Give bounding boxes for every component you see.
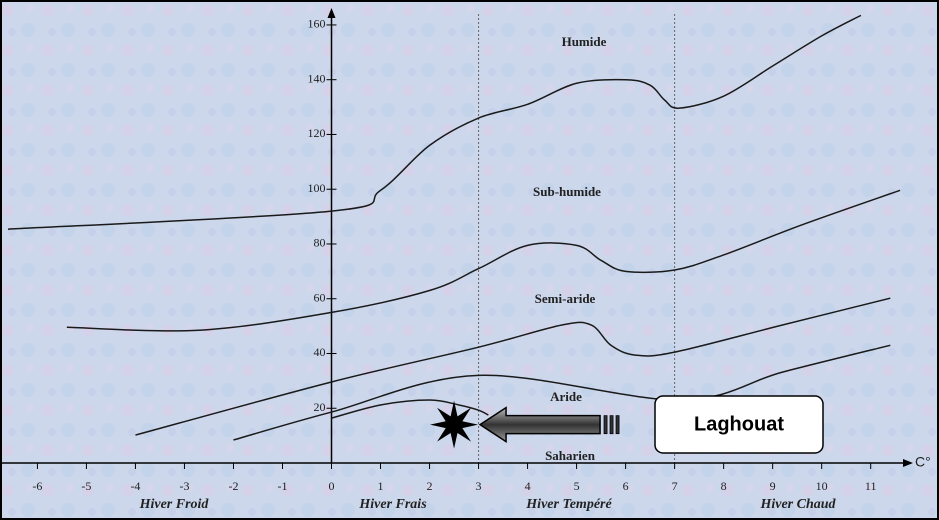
curves (7, 14, 901, 441)
y-tick-label: 60 (314, 290, 326, 304)
arrow-tail (615, 415, 620, 435)
x-tick-label: 0 (329, 479, 335, 493)
callout-label: Laghouat (694, 413, 784, 435)
x-tick-label: 5 (574, 479, 580, 493)
boundary-curve (135, 297, 891, 436)
y-tick-label: 140 (308, 71, 326, 85)
x-axis-arrow (903, 459, 913, 467)
x-unit: C° (915, 454, 931, 470)
x-tick-label: 4 (525, 479, 531, 493)
x-tick-label: -5 (81, 479, 91, 493)
y-tick-label: 160 (308, 17, 326, 31)
region-label: Aride (550, 389, 582, 404)
arrow-tail (603, 415, 608, 435)
arrow (478, 406, 601, 444)
y-axis-arrow (327, 8, 336, 18)
winter-label: Hiver Tempéré (525, 497, 612, 512)
region-label: Saharien (545, 448, 596, 463)
x-tick-label: -4 (130, 479, 140, 493)
x-tick-label: 6 (623, 479, 629, 493)
x-tick-label: -2 (228, 479, 238, 493)
boundary-curve (233, 344, 891, 441)
winter-label: Hiver Froid (139, 497, 210, 512)
x-tick-label: -1 (277, 479, 287, 493)
x-tick-label: 9 (770, 479, 776, 493)
x-tick-label: 2 (427, 479, 433, 493)
winter-label: Hiver Chaud (759, 497, 836, 512)
y-tick-label: 40 (314, 345, 326, 359)
region-label: Sub-humide (533, 184, 601, 199)
boundary-curve (7, 14, 862, 230)
x-tick-label: 7 (672, 479, 678, 493)
y-tick-label: 120 (308, 126, 326, 140)
x-tick-label: 3 (476, 479, 482, 493)
boundary-curve (331, 399, 489, 419)
x-tick-label: -6 (32, 479, 42, 493)
x-tick-label: 1 (378, 479, 384, 493)
y-tick-label: 80 (314, 236, 326, 250)
callout-box (654, 395, 824, 454)
location-star (430, 400, 479, 449)
winter-label: Hiver Frais (358, 497, 427, 512)
region-label: Semi-aride (535, 291, 596, 306)
arrow-tail (609, 415, 614, 435)
x-tick-label: -3 (179, 479, 189, 493)
y-tick-label: 100 (308, 181, 326, 195)
boundary-curve (66, 189, 901, 332)
region-label: Humide (562, 34, 607, 49)
x-tick-label: 8 (721, 479, 727, 493)
y-tick-label: 20 (314, 400, 326, 414)
x-tick-label: 10 (816, 479, 828, 493)
x-tick-label: 11 (865, 479, 877, 493)
